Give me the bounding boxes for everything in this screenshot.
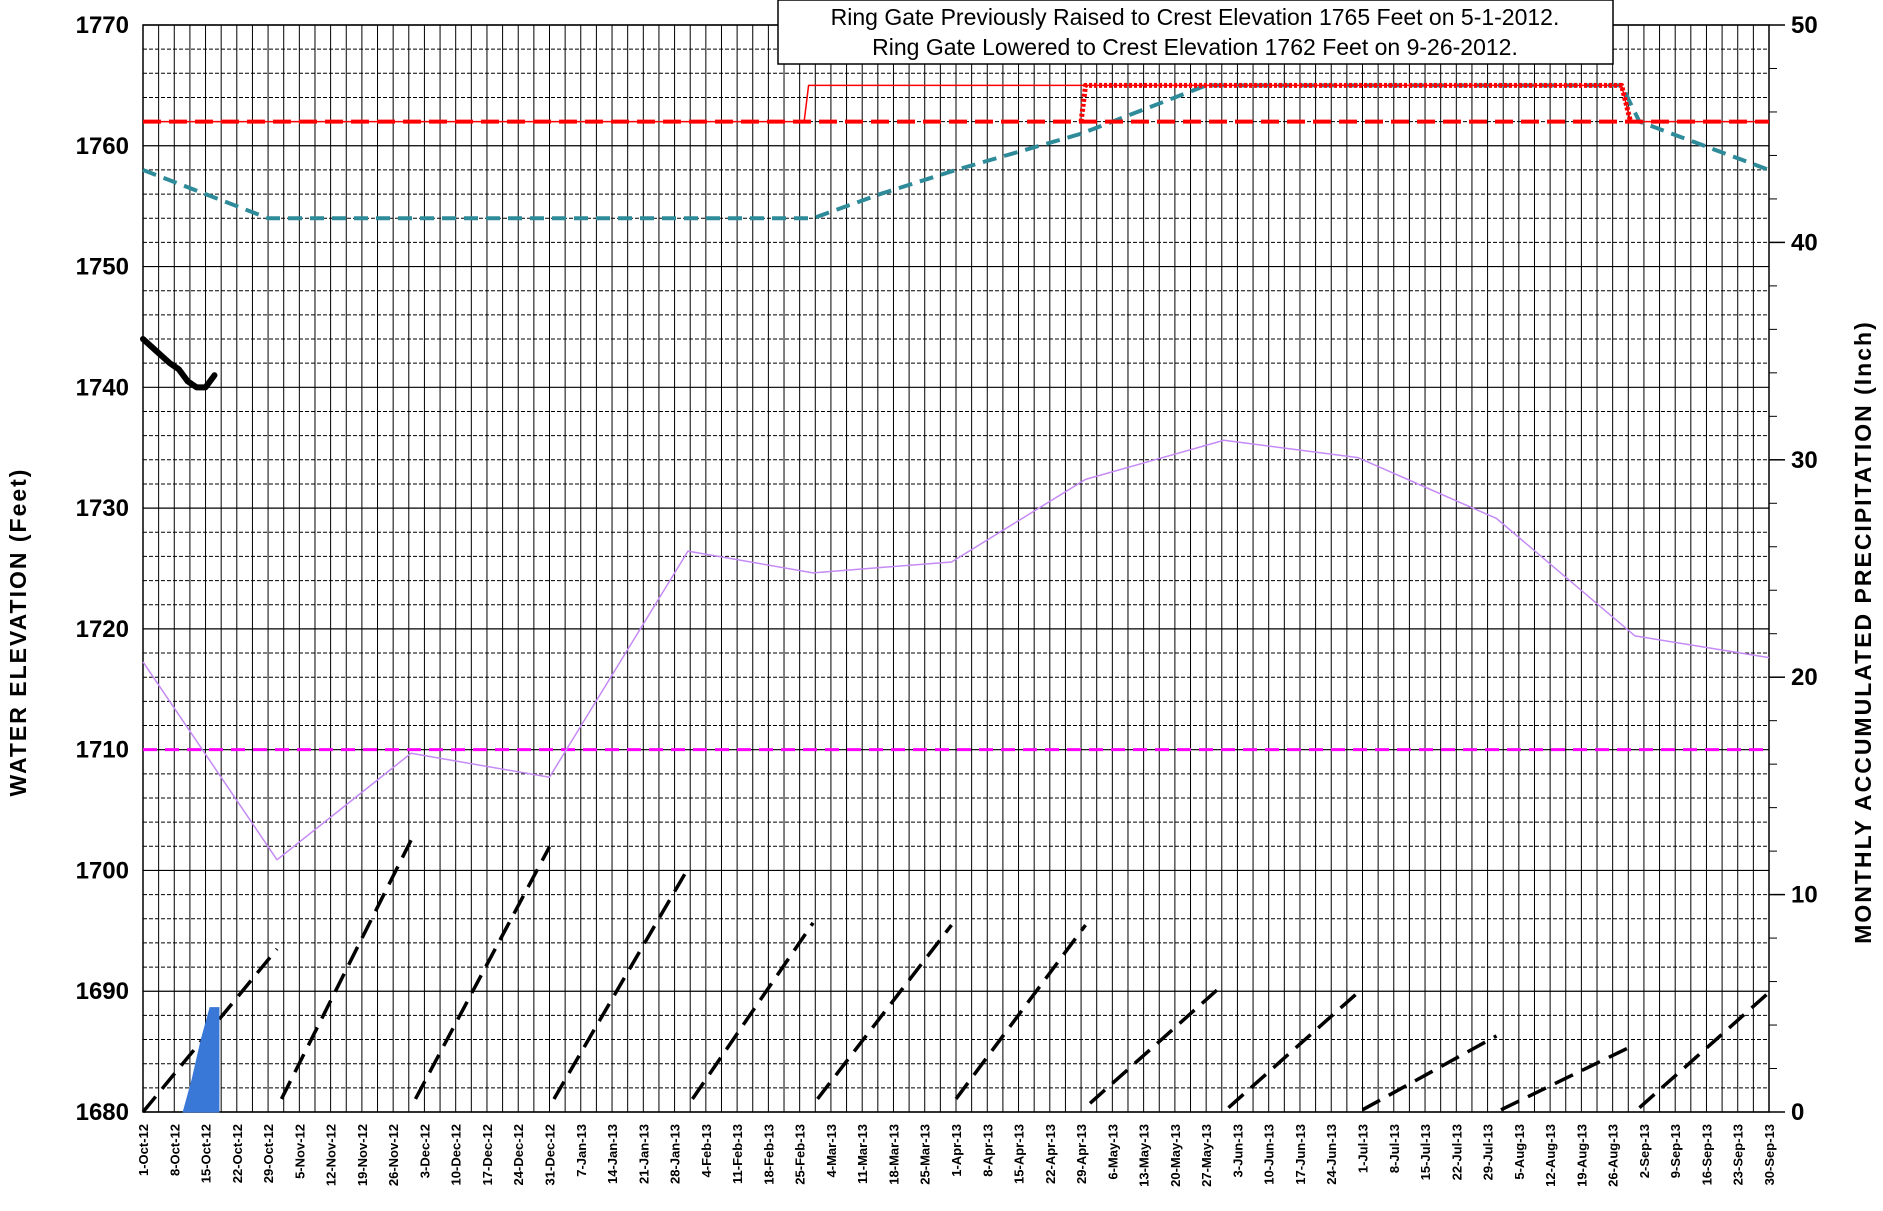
x-tick-label: 26-Nov-12 (386, 1124, 401, 1186)
series-7-line-segment-6 (954, 923, 1087, 1101)
x-tick-label: 7-Jan-13 (574, 1124, 589, 1177)
x-tick-label: 4-Feb-13 (699, 1124, 714, 1177)
x-tick-label: 1-Apr-13 (949, 1124, 964, 1177)
x-tick-label: 25-Mar-13 (918, 1124, 933, 1185)
x-tick-label: 30-Sep-13 (1762, 1124, 1777, 1185)
x-tick-label: 8-Oct-12 (167, 1124, 182, 1176)
y-tick-left: 1770 (76, 12, 129, 39)
x-tick-label: 17-Jun-13 (1293, 1124, 1308, 1185)
y-tick-right: 30 (1791, 447, 1818, 474)
x-tick-label: 14-Jan-13 (605, 1124, 620, 1184)
x-tick-label: 31-Dec-12 (543, 1124, 558, 1185)
y-tick-right: 10 (1791, 882, 1818, 909)
y-tick-left: 1730 (76, 495, 129, 522)
x-tick-label: 15-Jul-13 (1418, 1124, 1433, 1180)
precipitation-daily-area (182, 1007, 220, 1113)
x-tick-label: 1-Oct-12 (136, 1124, 151, 1176)
y-tick-right: 50 (1791, 12, 1818, 39)
x-tick-label: 13-May-13 (1137, 1124, 1152, 1187)
y-tick-left: 1700 (76, 857, 129, 884)
y-tick-right: 40 (1791, 229, 1818, 256)
y-tick-right: 20 (1791, 664, 1818, 691)
x-tick-label: 22-Apr-13 (1043, 1124, 1058, 1184)
x-tick-label: 8-Apr-13 (980, 1124, 995, 1177)
x-tick-label: 8-Jul-13 (1387, 1124, 1402, 1173)
x-tick-label: 3-Dec-12 (417, 1124, 432, 1178)
x-tick-label: 29-Jul-13 (1481, 1124, 1496, 1180)
x-tick-label: 5-Nov-12 (292, 1124, 307, 1179)
y-tick-left: 1710 (76, 737, 129, 764)
series-7-line-segment-9 (1361, 1034, 1498, 1112)
y-axis-right: 0 10 20 30 40 50 (1769, 12, 1818, 1126)
series-7-line-segment-11 (1638, 991, 1771, 1109)
x-tick-label: 3-Jun-13 (1230, 1124, 1245, 1177)
y-axis-left: 1680 1690 1700 1710 1720 1730 1740 1750 1760 1770 (76, 12, 129, 1126)
series-7-line-segment-3 (552, 867, 690, 1100)
y-tick-left: 1680 (76, 1099, 129, 1126)
y-axis-left-title: WATER ELEVATION (Feet) (5, 468, 31, 797)
x-tick-label: 5-Aug-13 (1512, 1124, 1527, 1180)
series-6-line (142, 439, 1770, 861)
x-tick-label: 9-Sep-13 (1668, 1124, 1683, 1178)
x-tick-label: 21-Jan-13 (636, 1124, 651, 1184)
series-layer (140, 82, 1771, 1114)
x-tick-label: 1-Jul-13 (1356, 1124, 1371, 1173)
x-tick-label: 16-Sep-13 (1699, 1124, 1714, 1185)
series-7-line-segment-4 (691, 921, 815, 1100)
series-7-line-segment-1 (279, 839, 413, 1100)
annotation-line-1: Ring Gate Previously Raised to Crest Ele… (831, 4, 1560, 30)
x-tick-label: 27-May-13 (1199, 1124, 1214, 1187)
x-tick-label: 24-Jun-13 (1324, 1124, 1339, 1185)
series-3-line (1078, 82, 1633, 123)
annotation-line-2: Ring Gate Lowered to Crest Elevation 176… (872, 34, 1518, 60)
y-tick-right: 0 (1791, 1099, 1804, 1126)
x-tick-label: 4-Mar-13 (824, 1124, 839, 1177)
y-tick-left: 1760 (76, 133, 129, 160)
series-7-line-segment-10 (1500, 1043, 1636, 1112)
y-tick-left: 1750 (76, 254, 129, 281)
x-axis: 1-Oct-12 8-Oct-12 15-Oct-12 22-Oct-12 29-Oct… (136, 1124, 1777, 1187)
series-7-line-segment-2 (413, 845, 552, 1100)
x-tick-label: 12-Nov-12 (324, 1124, 339, 1186)
x-tick-label: 19-Nov-12 (355, 1124, 370, 1186)
x-tick-label: 29-Apr-13 (1074, 1124, 1089, 1184)
series-5-line (140, 336, 218, 391)
x-tick-label: 18-Mar-13 (886, 1124, 901, 1185)
x-tick-label: 25-Feb-13 (793, 1124, 808, 1185)
series-7-line-segment-7 (1088, 982, 1226, 1105)
annotation-box: Ring Gate Previously Raised to Crest Ele… (777, 0, 1614, 65)
x-tick-label: 28-Jan-13 (668, 1124, 683, 1184)
x-tick-label: 2-Sep-13 (1637, 1124, 1652, 1178)
x-tick-label: 10-Dec-12 (449, 1124, 464, 1185)
x-tick-label: 26-Aug-13 (1606, 1124, 1621, 1187)
x-tick-label: 17-Dec-12 (480, 1124, 495, 1185)
x-tick-label: 18-Feb-13 (761, 1124, 776, 1185)
x-tick-label: 29-Oct-12 (261, 1124, 276, 1183)
x-tick-label: 10-Jun-13 (1262, 1124, 1277, 1185)
x-tick-label: 22-Oct-12 (230, 1124, 245, 1183)
x-tick-label: 20-May-13 (1168, 1124, 1183, 1187)
y-tick-left: 1720 (76, 616, 129, 643)
x-tick-label: 11-Feb-13 (730, 1124, 745, 1184)
y-tick-left: 1690 (76, 978, 129, 1005)
series-7-line-segment-5 (816, 923, 953, 1101)
x-tick-label: 15-Oct-12 (199, 1124, 214, 1183)
x-tick-label: 23-Sep-13 (1731, 1124, 1746, 1185)
x-tick-label: 12-Aug-13 (1543, 1124, 1558, 1187)
x-tick-label: 24-Dec-12 (511, 1124, 526, 1185)
x-tick-label: 19-Aug-13 (1574, 1124, 1589, 1187)
x-tick-label: 11-Mar-13 (855, 1124, 870, 1184)
y-axis-right-title: MONTHLY ACCUMULATED PRECIPITATION (Inch) (1850, 320, 1876, 943)
x-tick-label: 15-Apr-13 (1012, 1124, 1027, 1184)
series-7-line-segment-8 (1227, 991, 1360, 1109)
x-tick-label: 22-Jul-13 (1449, 1124, 1464, 1180)
y-tick-left: 1740 (76, 374, 129, 401)
x-tick-label: 6-May-13 (1105, 1124, 1120, 1180)
grid (142, 24, 1770, 1113)
